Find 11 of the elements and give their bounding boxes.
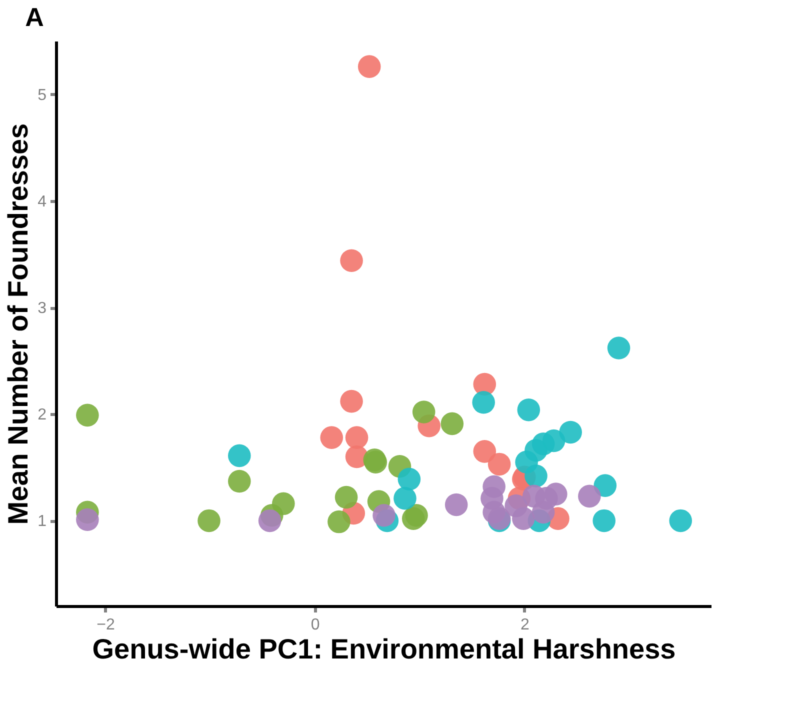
x-axis-title: Genus-wide PC1: Environmental Harshness (92, 634, 676, 664)
chart-title: A (25, 2, 44, 32)
y-tick-label: 5 (38, 86, 47, 104)
y-tick-label: 3 (38, 300, 47, 318)
y-axis-title: Mean Number of Foundresses (2, 123, 34, 525)
y-tick-label: 2 (38, 406, 47, 424)
x-tick-label: 2 (520, 616, 530, 634)
y-tick-label: 4 (38, 193, 47, 210)
x-tick-label: 0 (310, 616, 320, 634)
y-tick-label: 1 (38, 513, 47, 530)
x-tick-label: −2 (96, 616, 115, 634)
